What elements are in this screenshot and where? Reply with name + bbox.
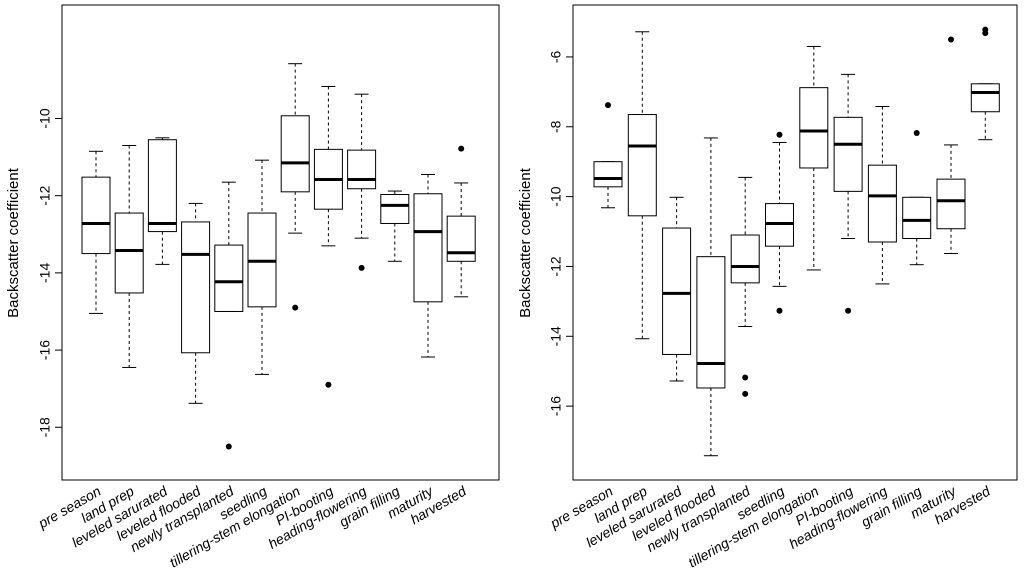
iqr-box [347, 149, 377, 190]
outlier-point [776, 307, 783, 314]
iqr-box [446, 215, 476, 262]
iqr-box [380, 194, 410, 224]
iqr-box [214, 244, 244, 312]
y-tick-label: -8 [548, 120, 564, 133]
y-tick-label: -10 [548, 186, 564, 206]
box-10 [902, 130, 932, 266]
box-7 [799, 45, 829, 271]
y-axis-label: Backscatter coefficient [517, 167, 534, 318]
outlier-point [325, 381, 332, 388]
y-tick-label: -18 [37, 417, 53, 437]
outlier-point [225, 443, 232, 450]
iqr-box [696, 256, 726, 389]
outlier-point [776, 131, 783, 138]
y-tick-label: -6 [548, 50, 564, 63]
box-1 [81, 150, 111, 314]
box-12 [970, 26, 1000, 141]
box-3 [662, 196, 692, 382]
box-3 [147, 137, 177, 265]
iqr-box [902, 196, 932, 240]
iqr-box [970, 83, 1000, 113]
box-8 [313, 85, 343, 388]
iqr-box [936, 178, 966, 230]
box-9 [347, 93, 377, 271]
iqr-box [730, 234, 760, 284]
outlier-point [845, 307, 852, 314]
y-tick-label: -12 [37, 185, 53, 205]
plot-frame [572, 4, 1018, 481]
box-9 [867, 106, 897, 285]
y-tick-label: -10 [37, 108, 53, 128]
iqr-box [413, 193, 443, 303]
box-4 [181, 202, 211, 404]
box-8 [833, 73, 863, 314]
y-tick-label: -14 [37, 263, 53, 283]
box-12 [446, 145, 476, 298]
box-11 [413, 173, 443, 358]
outlier-point [742, 374, 749, 381]
box-11 [936, 36, 966, 255]
box-4 [696, 137, 726, 457]
iqr-box [181, 221, 211, 354]
outlier-point [982, 26, 989, 33]
outlier-point [948, 36, 954, 43]
y-axis-label: Backscatter coefficient [5, 167, 22, 318]
iqr-box [627, 114, 657, 217]
outlier-point [913, 130, 920, 137]
outlier-point [458, 145, 465, 152]
iqr-box [81, 176, 111, 255]
box-5 [730, 176, 760, 397]
iqr-box [280, 115, 310, 193]
iqr-box [799, 87, 829, 169]
iqr-box [662, 227, 692, 355]
y-tick-label: -16 [548, 396, 564, 416]
outlier-point [605, 102, 611, 109]
box-10 [380, 190, 410, 262]
box-2 [627, 31, 657, 340]
iqr-box [593, 161, 623, 188]
box-7 [280, 63, 310, 311]
box-2 [114, 145, 144, 368]
outlier-point [358, 264, 365, 271]
iqr-box [114, 212, 144, 294]
outlier-point [292, 304, 299, 311]
iqr-box [833, 116, 863, 192]
y-tick-label: -16 [37, 340, 53, 360]
box-1 [593, 102, 623, 209]
box-6 [765, 131, 794, 314]
box-5 [214, 181, 244, 450]
outlier-point [742, 390, 749, 397]
y-tick-label: -14 [548, 326, 564, 346]
iqr-box [147, 139, 177, 233]
y-tick-label: -12 [548, 256, 564, 276]
box-6 [247, 159, 277, 375]
iqr-box [867, 164, 897, 243]
plot-frame [61, 4, 500, 481]
